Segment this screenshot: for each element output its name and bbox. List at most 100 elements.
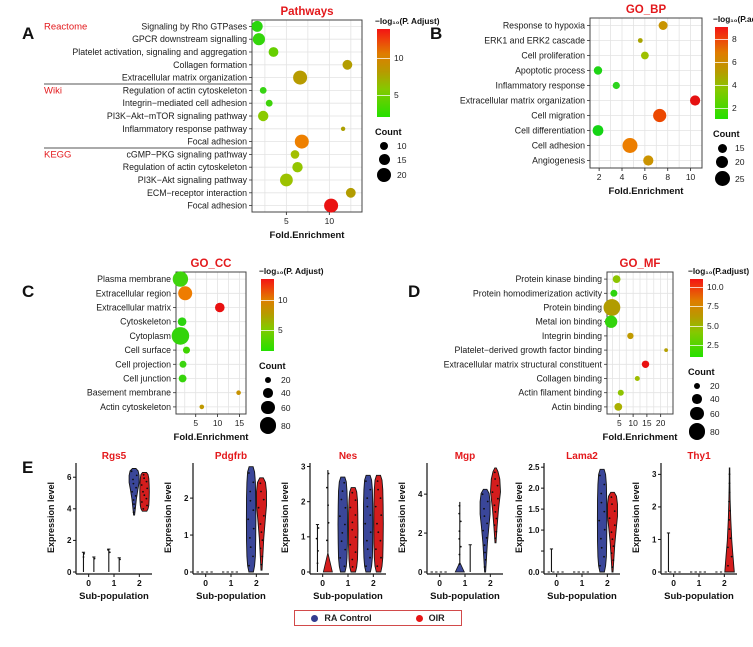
count-legend-item: 60 — [259, 401, 324, 415]
count-dot-icon — [377, 168, 391, 182]
svg-text:2: 2 — [184, 494, 189, 503]
count-legend-title: Count — [713, 129, 740, 139]
count-legend-item: 15 — [713, 143, 753, 153]
svg-text:Actin filament binding: Actin filament binding — [518, 388, 602, 398]
svg-text:2: 2 — [652, 503, 657, 512]
violin-x-label: Sub-population — [313, 591, 383, 602]
count-legend-item: 15 — [375, 154, 440, 165]
svg-text:Extracellular region: Extracellular region — [96, 288, 171, 298]
count-dot-icon — [259, 417, 277, 434]
colorbar: 10.0 7.5 5.0 2.5 — [690, 279, 724, 357]
count-dot-icon — [688, 423, 706, 440]
svg-text:Extracellular matrix organizat: Extracellular matrix organization — [460, 96, 585, 106]
svg-text:Angiogenesis: Angiogenesis — [532, 156, 585, 166]
svg-text:Platelet−derived growth factor: Platelet−derived growth factor binding — [455, 345, 603, 355]
gene-title: Pdgfrb — [215, 451, 247, 462]
count-legend-item: 20 — [713, 156, 753, 168]
svg-text:cGMP−PKG signaling pathway: cGMP−PKG signaling pathway — [126, 149, 247, 159]
x-axis-label: Fold.Enrichment — [609, 186, 685, 197]
svg-text:10: 10 — [325, 216, 335, 226]
panel-a: A Pathways Signaling by Rho GTPases GPCR d… — [8, 2, 440, 247]
colorbar-tick — [377, 95, 390, 96]
svg-text:GPCR downstream signalling: GPCR downstream signalling — [132, 34, 247, 44]
go-bp-dotplot: GO_BP Response to hypoxia ERK1 and ERK2 ca… — [444, 2, 753, 203]
colorbar-title: −log₁₀(P. Adjust) — [259, 266, 324, 276]
svg-text:Metal ion binding: Metal ion binding — [535, 317, 602, 327]
panel-d: D GO_MF Protein kinase binding Protein hom… — [372, 256, 749, 449]
svg-text:Protein kinase binding: Protein kinase binding — [515, 274, 602, 284]
go-cc-legend: −log₁₀(P. Adjust) 10 5 Count 20 40 60 80 — [259, 256, 324, 437]
svg-text:2.5: 2.5 — [528, 463, 540, 472]
colorbar: 10 5 — [261, 279, 287, 351]
colorbar-tick-label: 2 — [732, 102, 737, 113]
svg-text:1: 1 — [346, 578, 351, 588]
group-label: Wiki — [44, 85, 62, 96]
colorbar-title: −log₁₀(P.adjust) — [713, 14, 753, 24]
svg-text:1.0: 1.0 — [528, 526, 540, 535]
svg-text:PI3K−Akt signaling pathway: PI3K−Akt signaling pathway — [138, 175, 248, 185]
svg-text:Regulation of actin cytoskelet: Regulation of actin cytoskeleton — [123, 85, 247, 95]
svg-text:Protein binding: Protein binding — [543, 303, 602, 313]
colorbar-tick-label: 5 — [278, 324, 283, 335]
count-dot-icon — [717, 143, 727, 153]
svg-text:Cytoplasm: Cytoplasm — [129, 331, 171, 341]
count-legend-item: 20 — [375, 168, 440, 182]
svg-text:Actin cytoskeleton: Actin cytoskeleton — [100, 402, 171, 412]
colorbar-tick-label: 10 — [278, 295, 288, 306]
svg-text:Cell surface: Cell surface — [125, 345, 172, 355]
svg-text:Cell migration: Cell migration — [531, 111, 585, 121]
go-cc-plot-area: GO_CC Plasma membrane Extracellular region… — [26, 256, 254, 449]
svg-text:Cell proliferation: Cell proliferation — [521, 51, 585, 61]
svg-text:10: 10 — [213, 418, 223, 428]
svg-text:1: 1 — [580, 578, 585, 588]
plot-title: GO_CC — [191, 258, 232, 270]
svg-text:Inflammatory response pathway: Inflammatory response pathway — [122, 124, 247, 134]
svg-text:4: 4 — [67, 505, 72, 514]
violin-y-label: Expression level — [280, 482, 290, 553]
svg-text:2.0: 2.0 — [528, 484, 540, 493]
count-legend-item: 60 — [688, 407, 749, 421]
svg-text:Integrin−mediated cell adhesio: Integrin−mediated cell adhesion — [123, 98, 248, 108]
svg-text:Cell differentiation: Cell differentiation — [515, 126, 585, 136]
colorbar-tick-label: 7.5 — [707, 301, 719, 312]
svg-text:4: 4 — [620, 172, 625, 182]
violin-plot: Nes 0 1 2 3 0 1 2 Sub-population Expression level — [276, 450, 391, 607]
svg-text:1.5: 1.5 — [528, 505, 540, 514]
svg-text:5: 5 — [284, 216, 289, 226]
svg-text:0: 0 — [301, 568, 306, 577]
violin-row: Rgs5 0 2 4 6 0 1 2 Sub-population Expression leve… — [42, 450, 748, 607]
svg-text:2: 2 — [137, 578, 142, 588]
colorbar-tick — [715, 38, 728, 40]
svg-text:Focal adhesion: Focal adhesion — [187, 137, 247, 147]
svg-text:6: 6 — [642, 172, 647, 182]
gene-title: Rgs5 — [102, 451, 127, 462]
svg-text:Cell projection: Cell projection — [115, 359, 171, 369]
count-legend-item: 10 — [375, 141, 440, 151]
svg-text:1: 1 — [463, 578, 468, 588]
svg-text:2: 2 — [418, 529, 423, 538]
svg-text:PI3K−Akt−mTOR signaling pathwa: PI3K−Akt−mTOR signaling pathway — [107, 111, 248, 121]
count-dot-icon — [261, 401, 275, 415]
count-dot-icon — [378, 154, 390, 165]
count-legend-item: 20 — [688, 381, 749, 391]
count-dot-icon — [692, 394, 702, 404]
go-bp-legend: −log₁₀(P.adjust) 8 6 4 2 Count 15 20 25 — [713, 2, 753, 189]
ra-control-dot-icon — [311, 614, 319, 622]
colorbar: 8 6 4 2 — [715, 27, 737, 119]
svg-text:1: 1 — [697, 578, 702, 588]
svg-text:0: 0 — [554, 578, 559, 588]
x-axis-label: Fold.Enrichment — [174, 432, 250, 443]
svg-text:5: 5 — [617, 418, 622, 428]
panel-d-letter: D — [408, 282, 421, 301]
colorbar-tick — [261, 329, 274, 331]
colorbar-tick-label: 2.5 — [707, 340, 719, 351]
svg-text:2: 2 — [371, 578, 376, 588]
colorbar-tick — [690, 286, 703, 288]
gene-title: Lama2 — [566, 451, 598, 462]
legend-item-oir: OIR — [415, 613, 445, 623]
violin-x-label: Sub-population — [196, 591, 266, 602]
svg-text:0: 0 — [437, 578, 442, 588]
count-dot-icon — [263, 388, 273, 398]
count-legend-title: Count — [259, 361, 286, 371]
